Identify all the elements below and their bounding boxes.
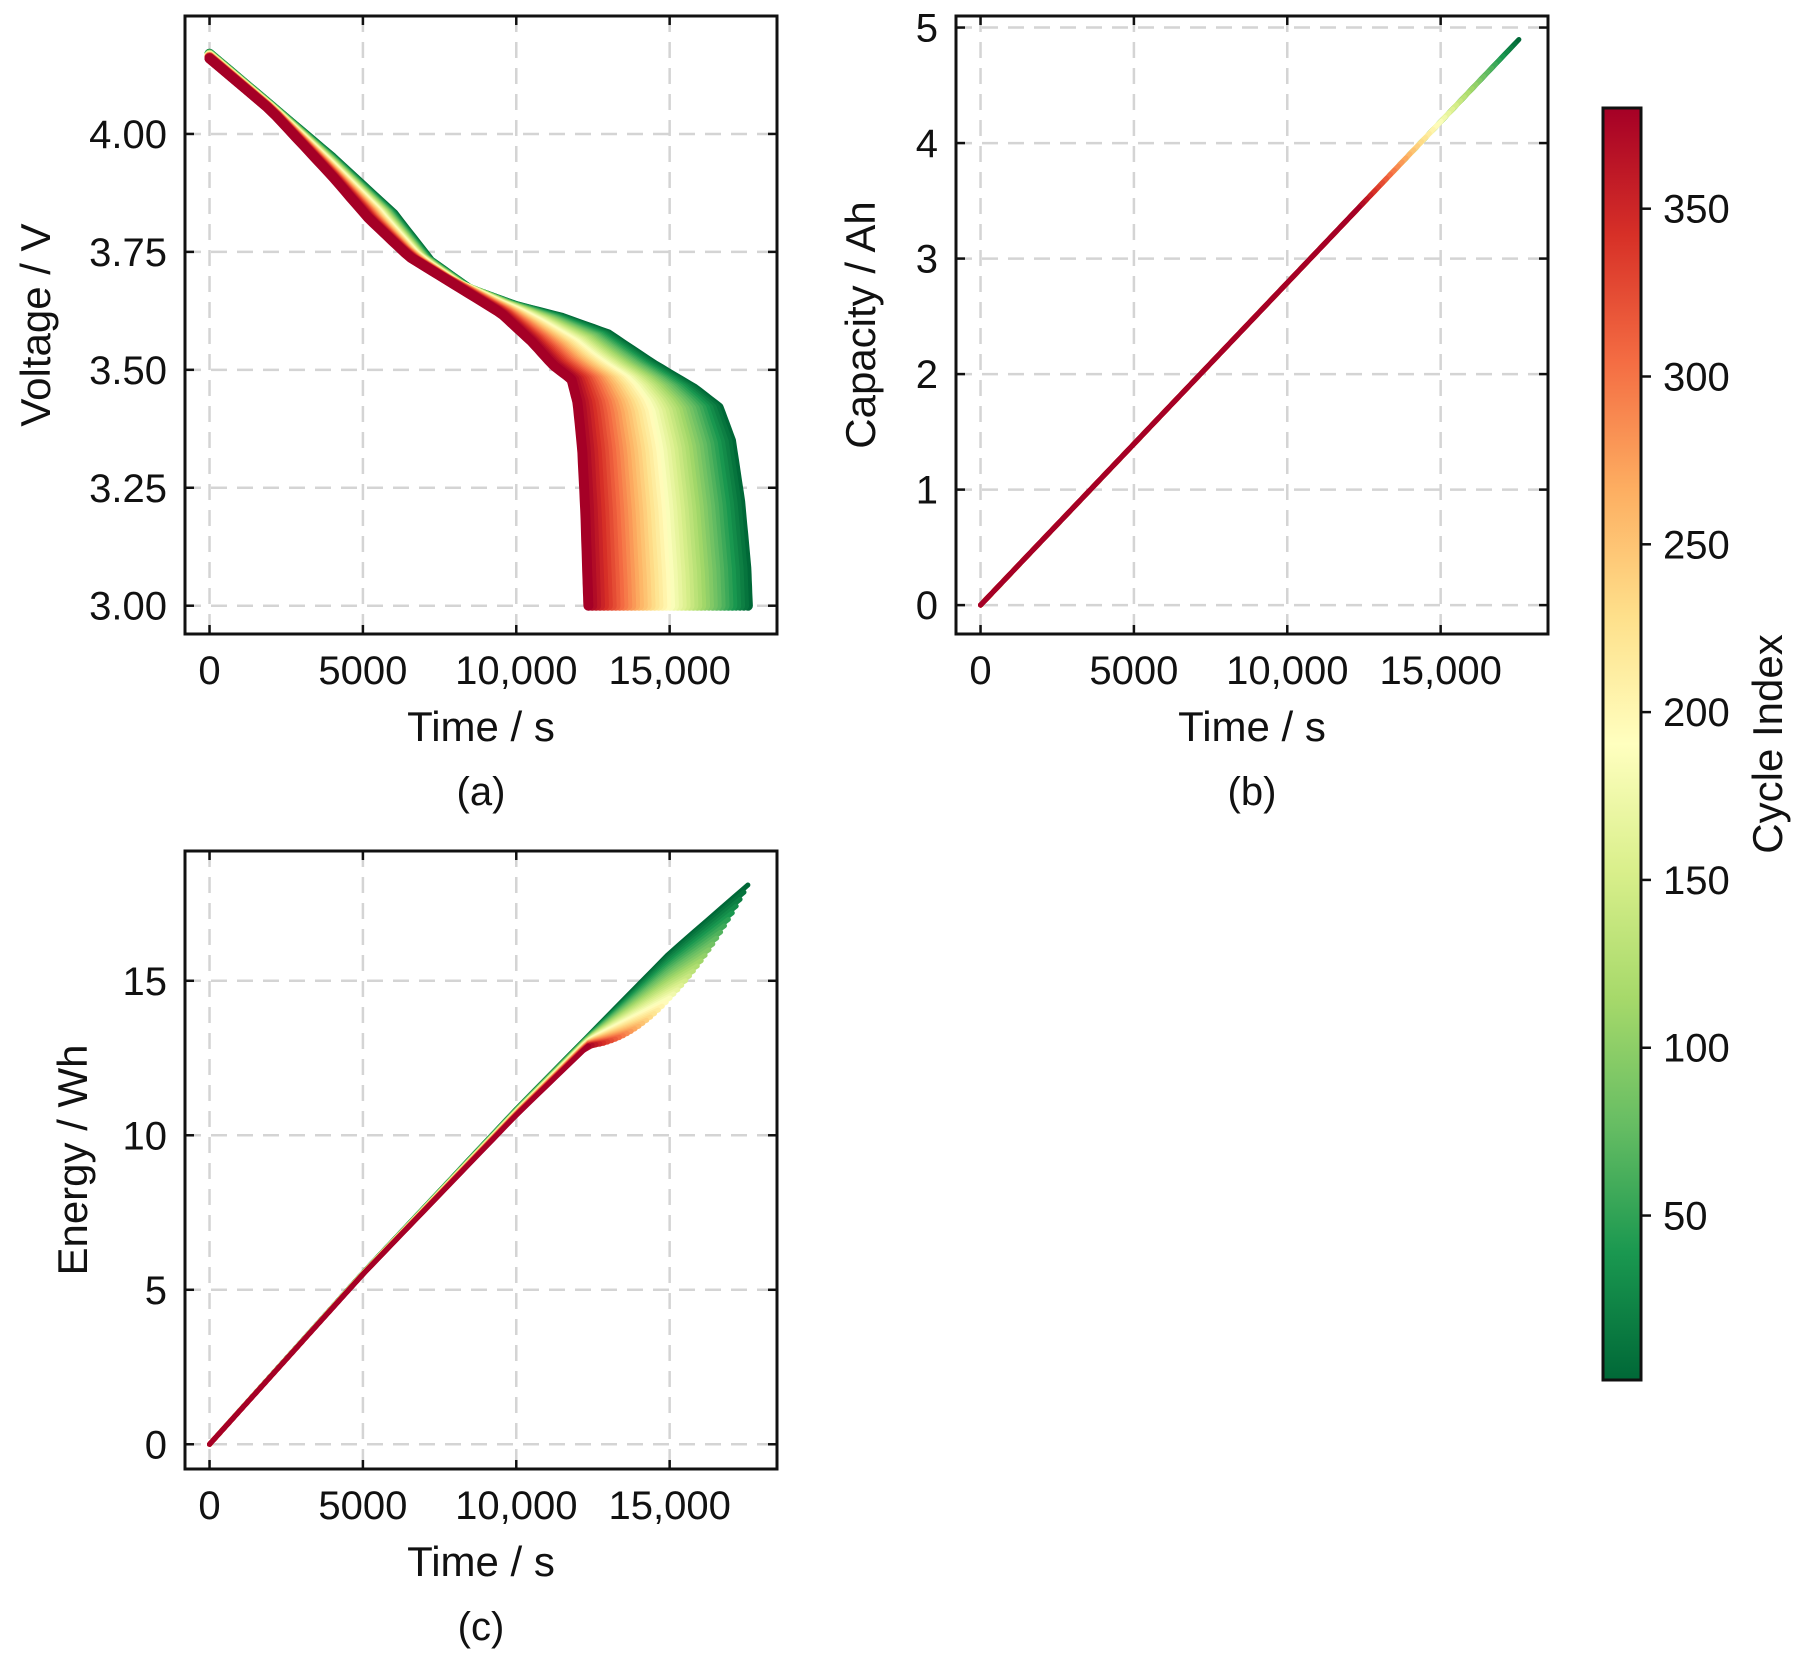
colorbar-tick-label: 200 xyxy=(1663,691,1730,735)
panel-c: 0 5000 10,000 15,000 0 5 10 15 Time / s Energy … xyxy=(49,849,779,1649)
colorbar-gradient xyxy=(1603,108,1641,1380)
panel-a-curves xyxy=(204,48,753,611)
panel-c-ticks: 0 5000 10,000 15,000 0 5 10 15 xyxy=(123,851,777,1528)
panel-a-ylabel: Voltage / V xyxy=(12,223,59,426)
cycle-curve xyxy=(207,999,669,1447)
panel-b: 0 5000 10,000 15,000 0 1 2 3 4 5 Time / s Capacit… xyxy=(837,7,1550,814)
x-tick-label: 5000 xyxy=(318,649,407,693)
cycle-curve xyxy=(207,1017,650,1447)
panel-c-curves xyxy=(207,882,751,1447)
cycle-curve xyxy=(207,1036,619,1447)
panel-a-grid xyxy=(185,16,777,634)
panel-a-caption: (a) xyxy=(457,770,506,814)
cycle-curve xyxy=(207,968,696,1447)
colorbar-tick-label: 350 xyxy=(1663,188,1730,232)
cycle-curve xyxy=(207,1033,626,1447)
panel-b-curves xyxy=(978,37,1522,608)
panel-b-grid xyxy=(956,16,1548,634)
y-tick-label: 3.00 xyxy=(89,585,167,629)
cycle-curve xyxy=(207,1043,591,1447)
x-tick-label: 15,000 xyxy=(1379,649,1501,693)
cycle-curve xyxy=(207,973,692,1447)
panel-b-ticks: 0 5000 10,000 15,000 0 1 2 3 4 5 xyxy=(916,7,1548,693)
y-tick-label: 2 xyxy=(916,353,938,397)
x-tick-label: 10,000 xyxy=(1226,649,1348,693)
x-tick-label: 10,000 xyxy=(455,649,577,693)
colorbar-tick-label: 300 xyxy=(1663,355,1730,399)
cycle-curve xyxy=(207,978,689,1447)
x-tick-label: 5000 xyxy=(318,1484,407,1528)
y-tick-label: 5 xyxy=(916,7,938,51)
panel-a-ticks: 0 5000 10,000 15,000 3.00 3.25 3.50 3.75 4.00 xyxy=(89,16,777,693)
y-tick-label: 15 xyxy=(123,960,168,1004)
cycle-curve xyxy=(207,1003,665,1447)
panel-b-caption: (b) xyxy=(1228,770,1277,814)
cycle-curve xyxy=(207,1023,642,1447)
x-tick-label: 15,000 xyxy=(608,1484,730,1528)
y-tick-label: 3.50 xyxy=(89,349,167,393)
cycle-curve xyxy=(207,1020,646,1447)
y-tick-label: 0 xyxy=(916,584,938,628)
cycle-curve xyxy=(207,1028,634,1447)
colorbar-tick-label: 100 xyxy=(1663,1027,1730,1071)
y-tick-label: 0 xyxy=(145,1423,167,1467)
cycle-curve xyxy=(207,1035,622,1447)
x-tick-label: 0 xyxy=(198,649,220,693)
panel-b-ylabel: Capacity / Ah xyxy=(837,201,884,448)
cycle-curve xyxy=(207,1011,657,1447)
x-tick-label: 5000 xyxy=(1089,649,1178,693)
cycle-curve xyxy=(207,982,685,1447)
cycle-curve xyxy=(207,1038,615,1447)
panel-a-xlabel: Time / s xyxy=(407,703,555,750)
cycle-curve xyxy=(978,204,1362,608)
panel-a: 0 5000 10,000 15,000 3.00 3.25 3.50 3.75 4.00 Ti… xyxy=(12,14,779,814)
x-tick-label: 15,000 xyxy=(608,649,730,693)
cycle-curve xyxy=(207,1007,661,1447)
cycle-curve xyxy=(207,987,681,1447)
x-tick-label: 10,000 xyxy=(455,1484,577,1528)
colorbar: 50 100 150 200 250 300 350 Cycle Index xyxy=(1601,106,1791,1382)
y-tick-label: 3.75 xyxy=(89,231,167,275)
colorbar-ticks: 50 100 150 200 250 300 350 xyxy=(1641,188,1730,1239)
y-tick-label: 3.25 xyxy=(89,467,167,511)
colorbar-label: Cycle Index xyxy=(1744,634,1791,853)
cycle-curve xyxy=(207,1026,638,1447)
y-tick-label: 10 xyxy=(123,1114,168,1158)
panel-c-grid xyxy=(185,851,777,1469)
y-tick-label: 1 xyxy=(916,469,938,513)
panel-c-caption: (c) xyxy=(458,1605,505,1649)
x-tick-label: 0 xyxy=(969,649,991,693)
colorbar-tick-label: 150 xyxy=(1663,859,1730,903)
cycle-curve xyxy=(207,995,673,1447)
panel-c-frame xyxy=(183,849,779,1471)
y-tick-label: 5 xyxy=(145,1269,167,1313)
cycle-curve xyxy=(207,1042,599,1447)
panel-c-ylabel: Energy / Wh xyxy=(49,1044,96,1275)
panel-b-frame xyxy=(954,14,1550,636)
cycle-curve xyxy=(207,1041,603,1447)
colorbar-tick-label: 50 xyxy=(1663,1195,1708,1239)
cycle-curve xyxy=(207,1040,607,1447)
panel-a-frame xyxy=(183,14,779,636)
y-tick-label: 4.00 xyxy=(89,113,167,157)
y-tick-label: 3 xyxy=(916,238,938,282)
colorbar-tick-label: 250 xyxy=(1663,523,1730,567)
cycle-curve xyxy=(204,53,594,611)
y-tick-label: 4 xyxy=(916,122,938,166)
cycle-curve xyxy=(207,1014,654,1447)
x-tick-label: 0 xyxy=(198,1484,220,1528)
panel-b-xlabel: Time / s xyxy=(1178,703,1326,750)
colorbar-frame xyxy=(1601,106,1643,1382)
cycle-curve xyxy=(207,1031,630,1447)
cycle-curve xyxy=(207,1039,611,1447)
panel-c-xlabel: Time / s xyxy=(407,1538,555,1585)
cycle-curve xyxy=(207,991,677,1447)
